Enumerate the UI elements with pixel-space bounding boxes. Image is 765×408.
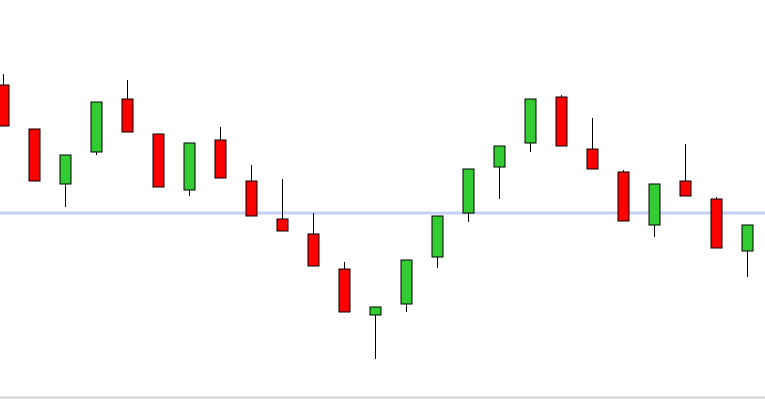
candle-body: [586, 148, 599, 170]
candle-body: [617, 171, 630, 222]
candle-body: [710, 198, 723, 249]
candle-body: [493, 145, 506, 168]
candle-body: [183, 142, 196, 191]
candle-body: [90, 101, 103, 153]
candle-body: [462, 168, 475, 214]
candle-body: [152, 133, 165, 188]
candle-body: [276, 218, 289, 232]
candle-body: [400, 259, 413, 305]
candle-body: [307, 233, 320, 267]
candle-body: [121, 98, 134, 133]
candle-body: [0, 84, 10, 127]
candle-body: [59, 154, 72, 185]
candle-body: [741, 224, 754, 252]
candle-body: [555, 96, 568, 147]
candle-body: [524, 98, 537, 144]
candle-body: [648, 183, 661, 226]
candle-body: [431, 215, 444, 258]
candle-body: [28, 128, 41, 182]
candle-body: [338, 268, 351, 313]
candle-body: [679, 180, 692, 197]
candle-body: [214, 139, 227, 179]
candle-body: [245, 180, 258, 217]
candle-body: [369, 306, 382, 316]
